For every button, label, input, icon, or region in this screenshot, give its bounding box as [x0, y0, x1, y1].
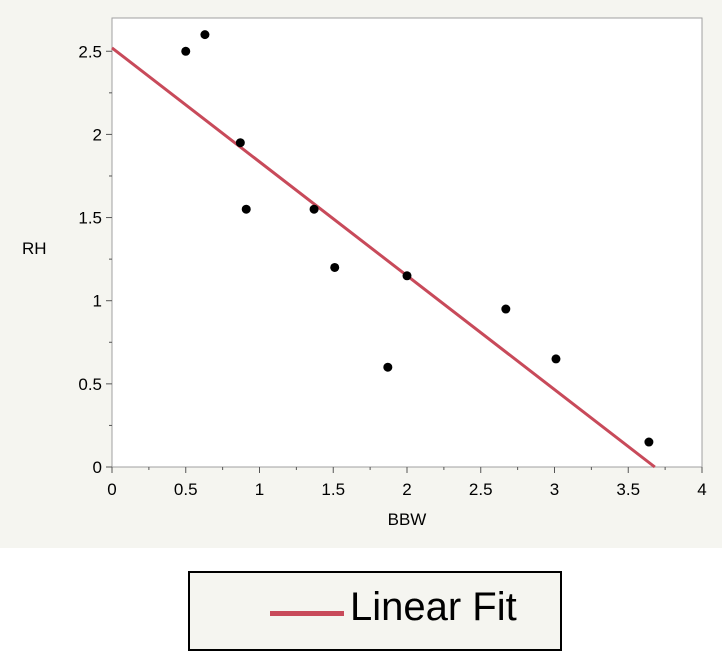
- x-tick-label: 3.5: [616, 480, 640, 499]
- x-tick-label: 1: [255, 480, 264, 499]
- y-tick-label: 1: [93, 292, 102, 311]
- y-tick-label: 2.5: [78, 42, 102, 61]
- y-tick-label: 2: [93, 125, 102, 144]
- data-point: [402, 271, 412, 281]
- chart-panel: 0 0.5 1 1.5 2 2.5 3 3.5 4 0 0.5 1 1.5 2 2.5 BBW RH: [0, 0, 722, 548]
- data-point: [330, 262, 340, 272]
- y-tick-label: 0: [93, 458, 102, 477]
- data-point: [309, 204, 319, 214]
- y-tick-label: 1.5: [78, 209, 102, 228]
- data-point: [551, 354, 561, 364]
- x-tick-label: 2.5: [469, 480, 493, 499]
- plot-area: [111, 17, 703, 468]
- linear-fit-line: [111, 46, 656, 469]
- y-axis-title: RH: [22, 239, 47, 258]
- legend-linear-fit-swatch: [270, 611, 344, 616]
- data-point: [241, 204, 251, 214]
- legend-linear-fit-label: Linear Fit: [350, 585, 517, 629]
- x-tick-label: 0: [107, 480, 116, 499]
- data-point: [200, 30, 210, 40]
- legend: Linear Fit: [188, 571, 562, 651]
- scatter-chart: 0 0.5 1 1.5 2 2.5 3 3.5 4 0 0.5 1 1.5 2 2.5 BBW RH: [22, 17, 707, 529]
- x-tick-label: 4: [697, 480, 706, 499]
- x-tick-label: 1.5: [321, 480, 345, 499]
- y-tick-label: 0.5: [78, 375, 102, 394]
- data-point: [383, 362, 393, 372]
- data-point: [235, 138, 245, 148]
- data-point: [644, 437, 654, 447]
- x-axis-title: BBW: [388, 510, 427, 529]
- x-tick-label: 0.5: [174, 480, 198, 499]
- data-point: [501, 304, 511, 314]
- x-tick-label: 3: [550, 480, 559, 499]
- data-point: [181, 46, 191, 56]
- x-tick-label: 2: [402, 480, 411, 499]
